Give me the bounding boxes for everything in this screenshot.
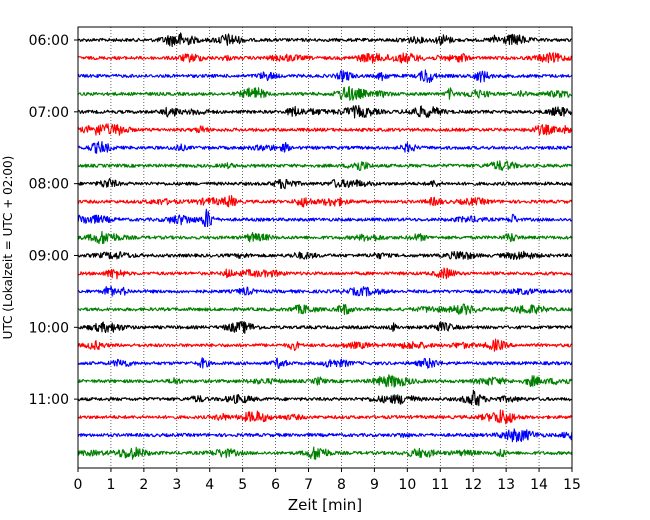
x-tick-label: 1 [106, 477, 115, 493]
x-tick-label: 14 [530, 477, 548, 493]
x-tick-label: 4 [205, 477, 214, 493]
trace-0900 [77, 250, 573, 260]
x-tick-label: 6 [271, 477, 280, 493]
trace-0745 [77, 160, 573, 172]
trace-0845 [77, 230, 573, 245]
y-axis-ticks: 06:00 07:00 08:00 09:00 10:00 11:00 [29, 33, 78, 408]
x-tick-label: 11 [431, 477, 449, 493]
trace-1045 [77, 374, 573, 388]
x-tick-label: 8 [337, 477, 346, 493]
trace-0730 [77, 140, 573, 154]
x-tick-label: 13 [497, 477, 515, 493]
y-tick-label: 08:00 [29, 177, 69, 193]
y-tick-label: 06:00 [29, 33, 69, 49]
trace-0815 [77, 195, 573, 208]
trace-1030 [77, 357, 573, 369]
trace-1145 [77, 446, 573, 460]
x-tick-label: 15 [563, 477, 581, 493]
trace-0630 [77, 69, 573, 84]
trace-1115 [77, 409, 573, 425]
trace-0830 [77, 208, 573, 228]
trace-0930 [77, 285, 573, 297]
y-tick-label: 09:00 [29, 248, 69, 264]
x-tick-label: 9 [370, 477, 379, 493]
trace-0800 [77, 177, 573, 190]
x-axis-label: Zeit [min] [288, 496, 362, 514]
y-tick-label: 10:00 [29, 320, 69, 336]
x-tick-label: 7 [304, 477, 313, 493]
trace-0645 [77, 85, 573, 101]
trace-0915 [77, 267, 573, 280]
seismogram-traces [77, 32, 573, 460]
trace-0615 [77, 52, 573, 64]
trace-1100 [77, 389, 573, 407]
plot-frame [77, 26, 573, 469]
y-axis-label: UTC (Lokalzeit = UTC + 02:00) [1, 156, 15, 340]
trace-0945 [77, 303, 573, 316]
x-tick-label: 5 [238, 477, 247, 493]
x-tick-label: 2 [139, 477, 148, 493]
trace-0715 [77, 123, 573, 136]
x-tick-label: 12 [464, 477, 482, 493]
trace-1015 [77, 338, 573, 352]
trace-1000 [77, 320, 573, 334]
trace-0700 [77, 105, 573, 119]
x-tick-label: 0 [74, 477, 83, 493]
y-tick-label: 11:00 [29, 392, 69, 408]
x-axis-ticks: 0 1 2 3 4 5 6 7 8 9 10 11 12 13 14 15 [74, 468, 581, 493]
y-tick-label: 07:00 [29, 105, 69, 121]
x-tick-label: 10 [398, 477, 416, 493]
trace-1130 [77, 428, 573, 443]
x-tick-label: 3 [172, 477, 181, 493]
trace-0600 [77, 32, 572, 48]
